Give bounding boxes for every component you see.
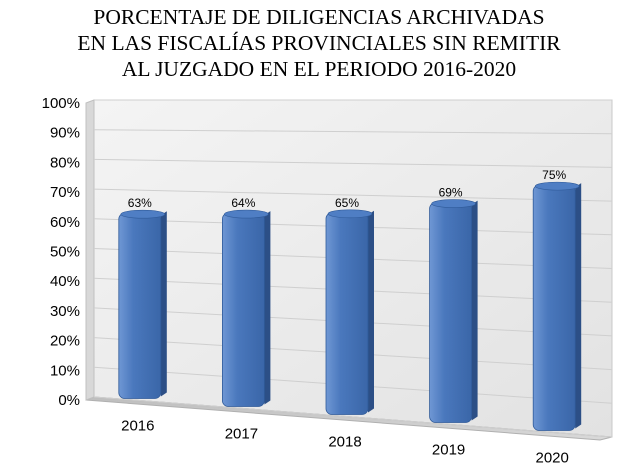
bar <box>325 212 369 415</box>
x-axis-labels: 2016 2017 2018 2019 2020 <box>121 418 569 466</box>
bar-side <box>368 210 374 413</box>
bar-top <box>431 199 476 208</box>
bar-top <box>534 181 580 191</box>
y-axis-ticks: 0% 10% 20% 30% 40% 50% 60% 70% 80% 90% 100% <box>42 95 80 409</box>
bar-top <box>120 209 166 219</box>
bar <box>118 212 162 399</box>
chart-side-wall <box>85 99 95 401</box>
x-tick-label: 2017 <box>225 426 258 443</box>
chart-title-line: AL JUZGADO EN EL PERIODO 2016-2020 <box>121 57 517 81</box>
y-tick-label: 10% <box>50 362 80 379</box>
y-tick-label: 50% <box>50 244 80 261</box>
data-label: 63% <box>128 196 152 210</box>
x-tick-label: 2019 <box>432 442 465 459</box>
bar <box>221 212 265 407</box>
gridline <box>93 188 613 202</box>
chart-title-line: EN LAS FISCALÍAS PROVINCIALES SIN REMITI… <box>77 31 561 55</box>
y-tick-label: 70% <box>50 184 80 201</box>
y-tick-label: 60% <box>50 214 80 231</box>
gridline <box>93 129 613 135</box>
bar-side <box>160 211 167 397</box>
bar-top <box>224 209 269 219</box>
data-label: 64% <box>231 196 255 210</box>
data-label: 65% <box>335 196 359 210</box>
bar-side <box>471 200 478 421</box>
data-label: 75% <box>542 168 566 182</box>
gridline <box>93 158 613 168</box>
y-tick-label: 80% <box>50 154 80 171</box>
x-tick-label: 2020 <box>536 450 569 466</box>
bar <box>532 184 576 431</box>
y-tick-label: 90% <box>50 125 80 142</box>
y-tick-label: 20% <box>50 333 80 350</box>
y-tick-label: 40% <box>50 273 80 290</box>
data-label: 69% <box>439 186 463 200</box>
bar-side <box>575 183 582 429</box>
y-tick-label: 100% <box>42 95 80 112</box>
gridline <box>93 396 613 438</box>
bars: 63% 64% 65% 69% 75% <box>118 168 582 431</box>
bar <box>429 202 473 423</box>
y-tick-label: 30% <box>50 303 80 320</box>
x-tick-label: 2018 <box>328 434 361 451</box>
x-tick-label: 2016 <box>121 418 154 435</box>
bar-side <box>264 211 271 405</box>
chart-title-line: PORCENTAJE DE DILIGENCIAS ARCHIVADAS <box>93 5 545 29</box>
y-tick-label: 0% <box>58 392 80 409</box>
bar-top <box>327 209 373 219</box>
chart-title: PORCENTAJE DE DILIGENCIAS ARCHIVADAS EN … <box>0 4 638 82</box>
